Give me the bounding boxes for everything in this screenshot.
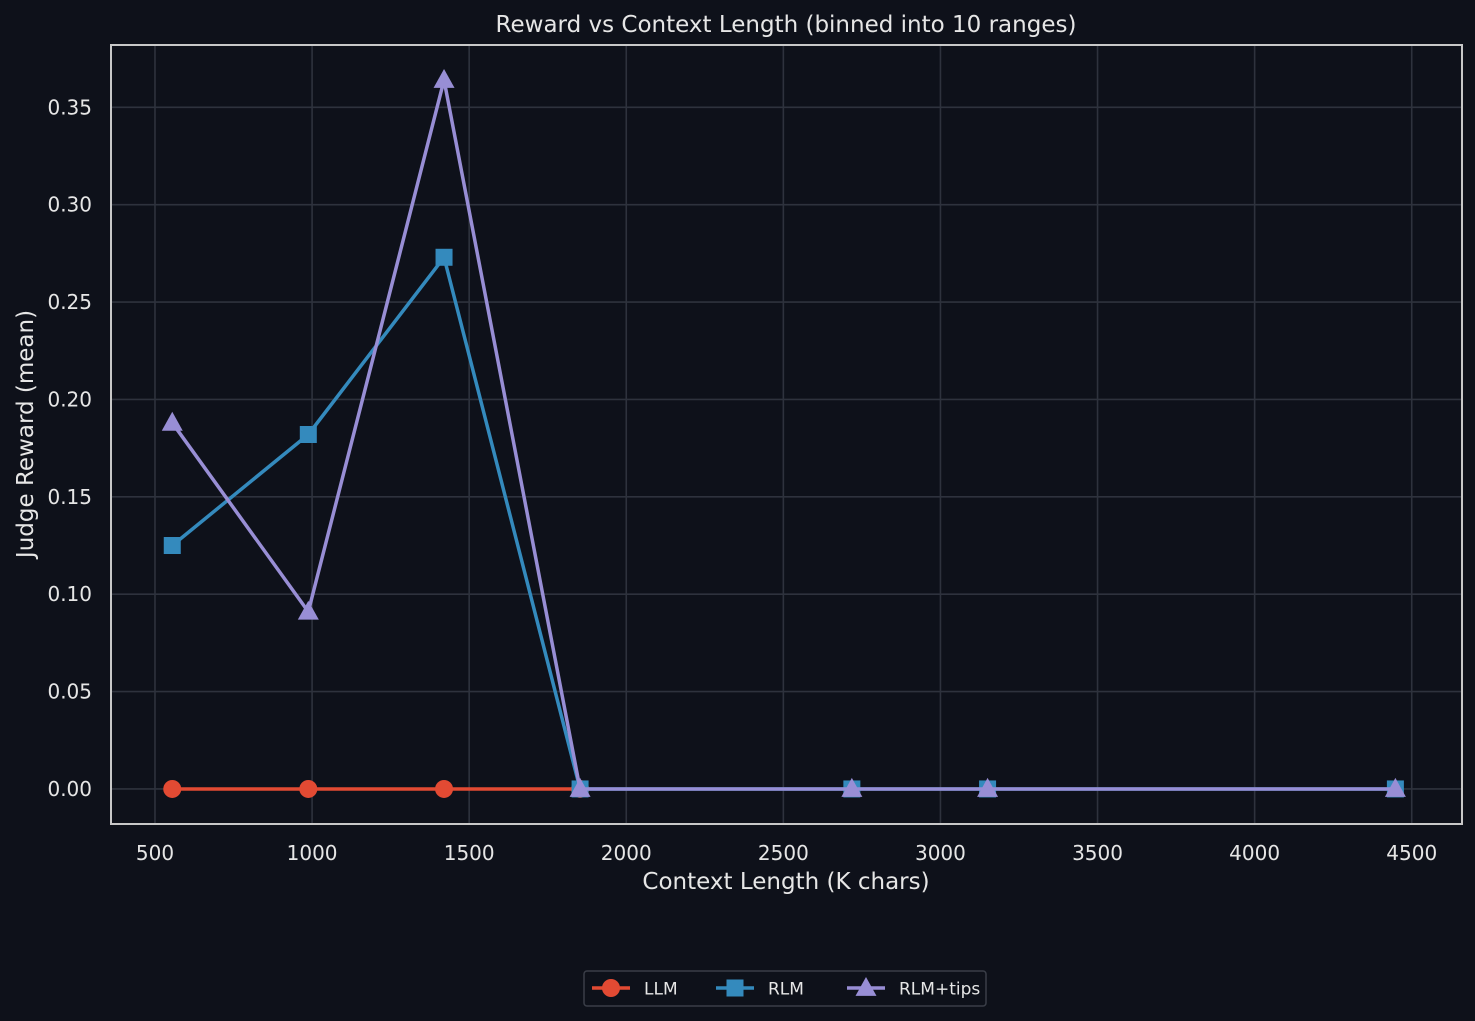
chart-title: Reward vs Context Length (binned into 10… <box>496 12 1077 38</box>
y-axis-label: Judge Reward (mean) <box>13 310 39 560</box>
x-tick-label: 3000 <box>915 841 966 865</box>
data-point-llm <box>163 779 182 798</box>
plot-frame <box>110 44 1463 825</box>
y-tick-label: 0.05 <box>47 680 92 704</box>
series-layer <box>161 69 1406 798</box>
data-point-rlm <box>299 426 317 443</box>
y-tick-label: 0.25 <box>47 290 92 314</box>
x-tick-label: 500 <box>136 841 174 865</box>
grid <box>111 45 1462 824</box>
data-point-rlm-tips <box>977 777 999 797</box>
legend-label: RLM <box>768 980 804 1000</box>
x-tick-label: 4500 <box>1386 841 1437 865</box>
y-tick-label: 0.20 <box>47 387 92 411</box>
x-tick-labels: 500 1000 1500 2000 2500 3000 3500 4000 4500 <box>136 841 1437 865</box>
x-tick-label: 3500 <box>1072 841 1123 865</box>
data-point-rlm-tips <box>161 411 183 431</box>
legend-item-rlm-tips: RLM+tips <box>847 976 980 1000</box>
x-tick-label: 4000 <box>1229 841 1280 865</box>
data-point-rlm <box>435 248 453 266</box>
legend-marker <box>602 979 620 997</box>
legend-item-rlm: RLM <box>716 979 804 1000</box>
data-point-llm <box>435 779 454 798</box>
legend-marker <box>726 979 744 997</box>
data-point-rlm-tips <box>1384 777 1406 797</box>
x-tick-label: 1000 <box>287 841 338 865</box>
legend-label: RLM+tips <box>899 980 980 1000</box>
y-tick-label: 0.35 <box>47 95 92 119</box>
legend-box <box>583 970 987 1007</box>
y-tick-labels: 0.00 0.05 0.10 0.15 0.20 0.25 0.30 0.35 <box>47 95 92 801</box>
y-tick-label: 0.30 <box>47 193 92 217</box>
data-point-rlm-tips <box>569 777 591 797</box>
data-point-rlm <box>163 537 181 555</box>
x-tick-label: 2500 <box>758 841 809 865</box>
y-tick-label: 0.00 <box>47 777 92 801</box>
data-point-rlm-tips <box>433 69 455 88</box>
data-point-llm <box>299 779 318 798</box>
x-tick-label: 1500 <box>444 841 495 865</box>
x-tick-label: 2000 <box>601 841 652 865</box>
y-tick-label: 0.15 <box>47 485 92 509</box>
data-point-rlm-tips <box>841 777 863 797</box>
legend-item-llm: LLM <box>592 979 678 1000</box>
legend: LLM RLM RLM+tips <box>583 970 987 1007</box>
series-rlm-tips <box>161 69 1406 797</box>
legend-marker <box>855 976 877 996</box>
x-axis-label: Context Length (K chars) <box>642 869 929 895</box>
y-tick-label: 0.10 <box>47 582 92 606</box>
data-point-rlm-tips <box>297 600 319 620</box>
legend-label: LLM <box>644 980 678 1000</box>
